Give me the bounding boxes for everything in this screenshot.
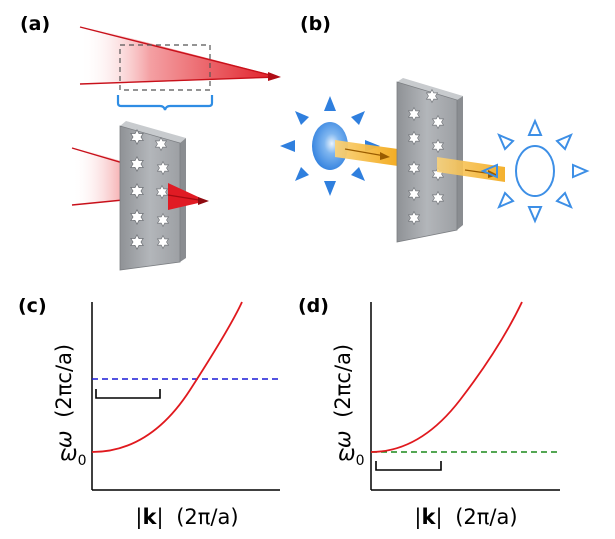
zoom-bracket bbox=[116, 95, 214, 111]
incoming-beam-wide bbox=[79, 25, 281, 85]
panel-c-label: (c) bbox=[18, 295, 47, 317]
panel-a-label: (a) bbox=[20, 13, 50, 35]
zoom-box bbox=[119, 44, 211, 91]
y-label-d: ω (2πc/a) bbox=[331, 344, 355, 448]
panel-c: (c) ω (2πc/a) ω0 |k| (2π/a) bbox=[18, 295, 280, 530]
panel-a: (a) bbox=[20, 13, 281, 271]
photonic-slab-a bbox=[119, 121, 186, 271]
x-label-d: |k| (2π/a) bbox=[414, 505, 517, 530]
panel-d: (d) ω (2πc/a) ω0 |k| (2π/a) bbox=[298, 295, 560, 530]
x-label-c: |k| (2π/a) bbox=[135, 505, 238, 530]
light-beam-in bbox=[335, 140, 398, 166]
panel-d-label: (d) bbox=[298, 295, 329, 317]
y-tick-label-d: ω0 bbox=[338, 441, 365, 469]
panel-b-label: (b) bbox=[300, 13, 331, 35]
sun-outline-icon bbox=[480, 118, 590, 224]
dispersion-curve-c bbox=[91, 301, 243, 453]
bracket-d bbox=[375, 461, 442, 471]
outgoing-beam bbox=[167, 183, 209, 210]
y-label-c: ω (2πc/a) bbox=[52, 344, 76, 448]
dispersion-curve-d bbox=[370, 301, 523, 453]
bracket-c bbox=[95, 389, 161, 399]
y-tick-label-c: ω0 bbox=[60, 441, 87, 469]
panel-b: (b) bbox=[280, 13, 590, 243]
